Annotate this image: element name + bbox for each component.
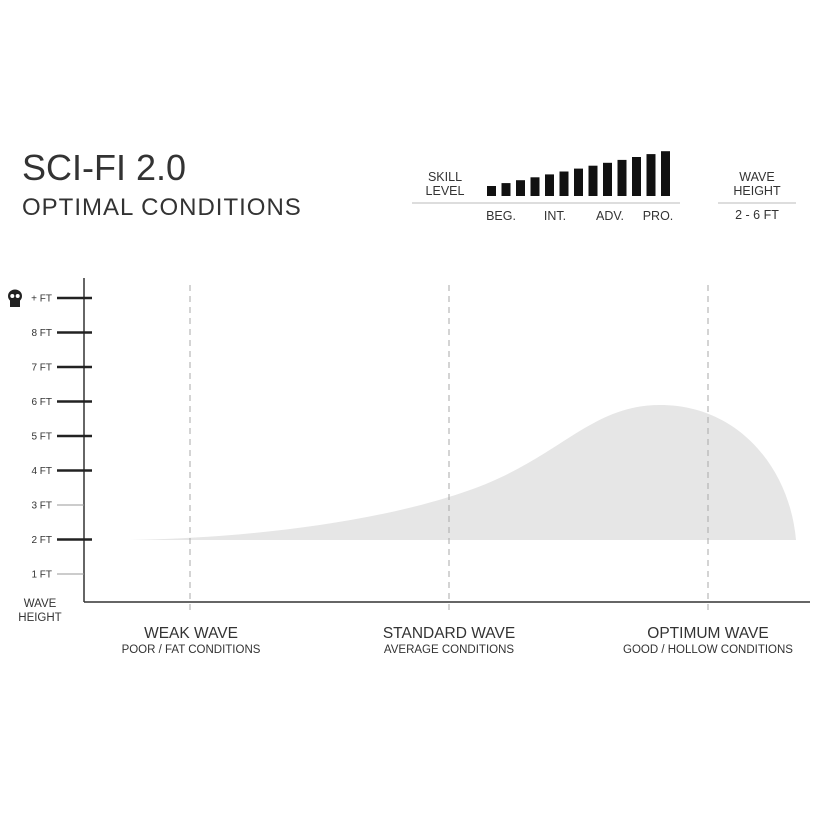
wave-height-label: WAVE xyxy=(739,170,774,184)
subtitle: OPTIMAL CONDITIONS xyxy=(22,194,302,221)
skill-bar xyxy=(617,159,627,196)
x-label: OPTIMUM WAVE xyxy=(647,625,768,642)
x-label: STANDARD WAVE xyxy=(383,625,515,642)
title: SCI-FI 2.0 xyxy=(22,147,186,188)
skill-level: INT. xyxy=(544,209,566,223)
skill-level: ADV. xyxy=(596,209,624,223)
x-sublabel: GOOD / HOLLOW CONDITIONS xyxy=(623,644,793,656)
wave-shape xyxy=(130,405,796,540)
y-tick-label: + FT xyxy=(31,294,52,305)
skill-bar xyxy=(574,168,583,196)
wave-height-value: 2 - 6 FT xyxy=(735,208,779,222)
y-axis-label: WAVE xyxy=(24,598,57,610)
skill-bar xyxy=(646,154,656,196)
skill-bar xyxy=(559,171,569,196)
y-tick-label: 6 FT xyxy=(31,397,52,408)
skill-label: SKILL xyxy=(428,170,462,184)
y-tick-label: 8 FT xyxy=(31,328,52,339)
y-axis-label: HEIGHT xyxy=(18,612,61,624)
y-tick-label: 1 FT xyxy=(31,570,52,581)
x-label: WEAK WAVE xyxy=(144,625,238,642)
y-tick-label: 4 FT xyxy=(31,466,52,477)
y-ticks: + FT 8 FT 7 FT 6 FT 5 FT 4 FT 3 FT 2 FT 1 FT xyxy=(31,294,92,581)
x-sublabel: AVERAGE CONDITIONS xyxy=(384,644,514,656)
skill-bar xyxy=(632,157,641,196)
skull-icon xyxy=(8,289,22,307)
y-tick-label: 7 FT xyxy=(31,363,52,374)
y-tick-label: 3 FT xyxy=(31,501,52,512)
skill-bar xyxy=(588,165,598,196)
skill-level: BEG. xyxy=(486,209,516,223)
skill-bar xyxy=(501,183,511,196)
y-tick-label: 2 FT xyxy=(31,535,52,546)
skill-bar xyxy=(530,177,540,196)
skill-bar xyxy=(603,162,612,196)
skill-bars xyxy=(487,151,670,196)
skill-label: LEVEL xyxy=(426,184,465,198)
skill-bar xyxy=(545,174,554,196)
y-tick-label: 5 FT xyxy=(31,432,52,443)
skill-level: PRO. xyxy=(643,209,674,223)
skill-bar xyxy=(487,186,496,196)
wave-height-label: HEIGHT xyxy=(733,184,781,198)
skill-bar xyxy=(516,180,525,196)
x-sublabel: POOR / FAT CONDITIONS xyxy=(122,644,261,656)
skill-bar xyxy=(661,151,670,196)
